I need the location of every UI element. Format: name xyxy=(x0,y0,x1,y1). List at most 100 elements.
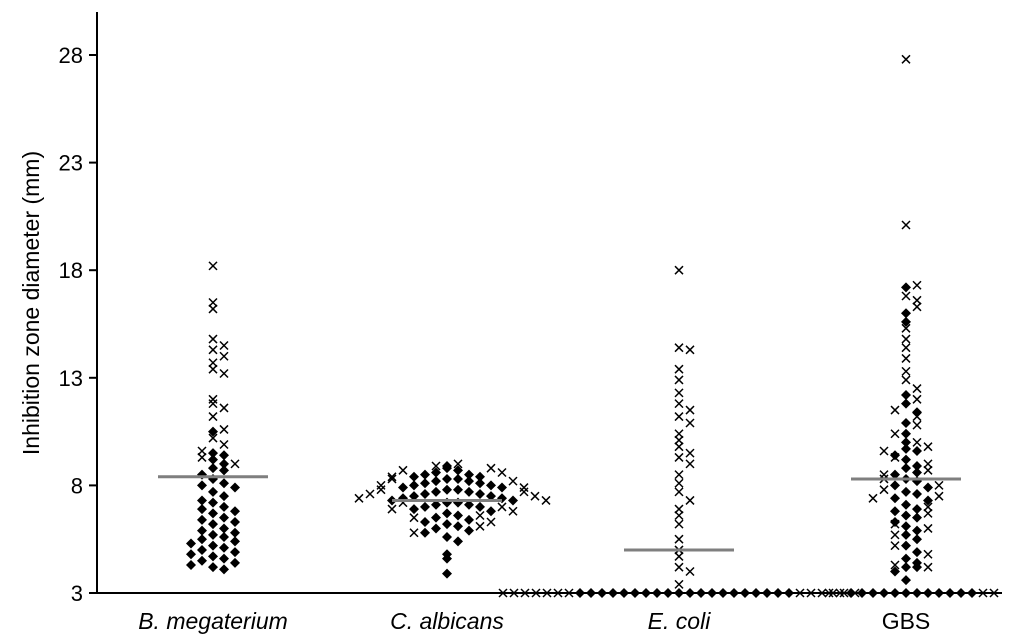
cross-point xyxy=(674,442,684,452)
diamond-point xyxy=(901,529,911,540)
cross-point xyxy=(923,508,933,518)
diamond-point xyxy=(912,504,922,515)
diamond-point xyxy=(409,491,419,502)
diamond-point xyxy=(219,465,229,476)
cross-point xyxy=(208,261,218,271)
cross-point xyxy=(365,489,375,499)
diamond-point xyxy=(219,564,229,575)
diamond-point xyxy=(890,480,900,491)
diamond-point xyxy=(901,417,911,428)
cross-point xyxy=(685,448,695,458)
diamond-point xyxy=(956,588,966,598)
cross-point xyxy=(890,452,900,462)
diamond-point xyxy=(912,588,922,598)
cross-point xyxy=(497,502,507,512)
cross-point xyxy=(901,54,911,64)
diamond-point xyxy=(923,495,933,506)
diamond-point xyxy=(912,461,922,472)
diamond-point xyxy=(901,316,911,327)
diamond-point xyxy=(464,514,474,525)
cross-point xyxy=(508,506,518,516)
diamond-point xyxy=(186,560,196,571)
diamond-point xyxy=(729,588,739,598)
diamond-point xyxy=(230,536,240,547)
cross-point xyxy=(912,384,922,394)
diamond-point xyxy=(431,486,441,497)
cross-point xyxy=(879,446,889,456)
diamond-point xyxy=(475,501,485,512)
y-tick-label: 28 xyxy=(59,43,83,68)
y-tick-label: 13 xyxy=(59,366,83,391)
diamond-point xyxy=(901,499,911,510)
diamond-point xyxy=(420,489,430,500)
diamond-point xyxy=(442,473,452,484)
y-tick-label: 8 xyxy=(71,473,83,498)
diamond-point xyxy=(453,484,463,495)
diamond-point xyxy=(685,588,695,598)
diamond-point xyxy=(663,588,673,598)
cross-point xyxy=(674,435,684,445)
diamond-point xyxy=(912,534,922,545)
diamond-point xyxy=(890,506,900,517)
diamond-point xyxy=(219,478,229,489)
cross-point xyxy=(828,588,838,598)
diamond-point xyxy=(901,575,911,586)
diamond-point xyxy=(901,588,911,598)
y-tick-label: 18 xyxy=(59,258,83,283)
diamond-point xyxy=(619,588,629,598)
diamond-point xyxy=(208,448,218,459)
diamond-point xyxy=(641,588,651,598)
cross-point xyxy=(219,351,229,361)
diamond-point xyxy=(208,519,218,530)
diamond-point xyxy=(901,521,911,532)
cross-point xyxy=(219,340,229,351)
cross-point xyxy=(208,433,218,443)
diamond-point xyxy=(197,525,207,536)
x-category-label: B. megaterium xyxy=(138,608,288,634)
cross-point xyxy=(901,334,911,344)
cross-point xyxy=(923,465,933,475)
diamond-point xyxy=(901,540,911,551)
diamond-point xyxy=(901,510,911,521)
diamond-point xyxy=(967,588,977,598)
diamond-point xyxy=(912,445,922,456)
diamond-point xyxy=(630,588,640,598)
diamond-point xyxy=(431,512,441,523)
cross-point xyxy=(208,345,218,355)
diamond-point xyxy=(230,527,240,538)
cross-point xyxy=(376,480,386,490)
diamond-point xyxy=(230,506,240,517)
cross-point xyxy=(901,366,911,376)
diamond-point xyxy=(652,588,662,598)
diamond-point xyxy=(431,523,441,534)
cross-point xyxy=(541,495,551,505)
diamond-point xyxy=(197,504,207,515)
diamond-point xyxy=(208,497,218,508)
cross-point xyxy=(508,476,518,486)
diamond-point xyxy=(497,482,507,493)
axis-labels: Inhibition zone diameter (mm) B. megater… xyxy=(18,151,930,634)
cross-point xyxy=(674,364,684,374)
diamond-point xyxy=(912,467,922,478)
cross-point xyxy=(890,541,900,551)
diamond-point xyxy=(846,588,856,598)
y-tick-label: 23 xyxy=(59,151,83,176)
diamond-point xyxy=(890,469,900,480)
cross-point xyxy=(912,302,922,312)
cross-point xyxy=(674,534,684,544)
diamond-point xyxy=(442,463,452,474)
cross-point xyxy=(409,528,419,538)
diamond-point xyxy=(197,534,207,545)
cross-point xyxy=(674,562,684,572)
cross-point xyxy=(553,588,563,598)
diamond-point xyxy=(486,491,496,502)
cross-point xyxy=(685,345,695,355)
diamond-point xyxy=(890,566,900,577)
diamond-point xyxy=(453,536,463,547)
diamond-point xyxy=(453,521,463,532)
cross-point xyxy=(934,480,944,490)
diamond-point xyxy=(464,525,474,536)
diamond-point xyxy=(597,588,607,598)
diamond-point xyxy=(219,501,229,512)
diamond-point xyxy=(409,480,419,491)
